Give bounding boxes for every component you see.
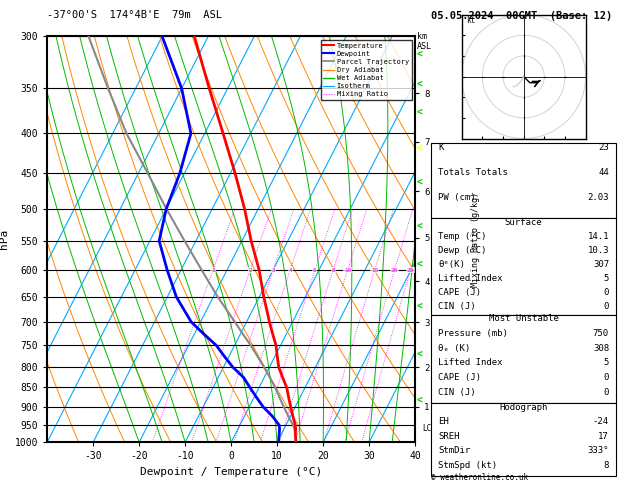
Text: 15: 15 (371, 268, 379, 273)
Text: 14.1: 14.1 (587, 232, 609, 241)
Text: 333°: 333° (587, 447, 609, 455)
Text: -24: -24 (593, 417, 609, 426)
Text: 0: 0 (604, 288, 609, 296)
Text: © weatheronline.co.uk: © weatheronline.co.uk (431, 473, 528, 482)
Text: 3: 3 (271, 268, 275, 273)
Text: <: < (416, 49, 422, 59)
Text: 0: 0 (604, 373, 609, 382)
Text: 8: 8 (331, 268, 335, 273)
Text: Temp (°C): Temp (°C) (438, 232, 487, 241)
Text: CAPE (J): CAPE (J) (438, 288, 481, 296)
Text: 750: 750 (593, 329, 609, 338)
Text: Hodograph: Hodograph (499, 402, 548, 412)
Text: Dewp (°C): Dewp (°C) (438, 246, 487, 255)
Text: 10: 10 (344, 268, 352, 273)
Text: <: < (416, 106, 422, 117)
Text: LCL: LCL (422, 424, 436, 433)
Text: 10.3: 10.3 (587, 246, 609, 255)
Text: <: < (416, 349, 422, 359)
Text: <: < (416, 78, 422, 88)
Text: <: < (416, 395, 422, 405)
Text: Lifted Index: Lifted Index (438, 274, 503, 283)
Text: 0: 0 (604, 302, 609, 311)
Text: 5: 5 (604, 358, 609, 367)
Legend: Temperature, Dewpoint, Parcel Trajectory, Dry Adiabat, Wet Adiabat, Isotherm, Mi: Temperature, Dewpoint, Parcel Trajectory… (321, 40, 411, 100)
Text: Lifted Index: Lifted Index (438, 358, 503, 367)
Text: Surface: Surface (505, 218, 542, 227)
Text: K: K (438, 143, 443, 152)
Text: StmSpd (kt): StmSpd (kt) (438, 461, 498, 470)
Text: 25: 25 (406, 268, 414, 273)
Text: 1: 1 (211, 268, 215, 273)
Text: CIN (J): CIN (J) (438, 302, 476, 311)
Text: 4: 4 (288, 268, 292, 273)
Bar (431, 403, 616, 476)
Text: 44: 44 (598, 168, 609, 177)
Text: Totals Totals: Totals Totals (438, 168, 508, 177)
Text: 0: 0 (604, 387, 609, 397)
Text: 307: 307 (593, 260, 609, 269)
Bar (431, 218, 616, 315)
Bar (431, 315, 616, 403)
Text: 2.03: 2.03 (587, 193, 609, 202)
Text: 2: 2 (248, 268, 252, 273)
Y-axis label: hPa: hPa (0, 229, 9, 249)
Text: θᵉ(K): θᵉ(K) (438, 260, 465, 269)
Text: EH: EH (438, 417, 449, 426)
Text: <: < (416, 259, 422, 268)
Text: <: < (416, 221, 422, 231)
Text: Pressure (mb): Pressure (mb) (438, 329, 508, 338)
Text: 23: 23 (598, 143, 609, 152)
Text: 05.05.2024  00GMT  (Base: 12): 05.05.2024 00GMT (Base: 12) (431, 11, 612, 21)
Text: -37°00'S  174°4B'E  79m  ASL: -37°00'S 174°4B'E 79m ASL (47, 10, 222, 20)
Text: <: < (416, 176, 422, 187)
Bar (431, 143, 616, 218)
Text: 20: 20 (391, 268, 398, 273)
Text: 308: 308 (593, 344, 609, 353)
Text: Most Unstable: Most Unstable (489, 314, 559, 323)
Text: 8: 8 (604, 461, 609, 470)
Text: km
ASL: km ASL (417, 32, 432, 51)
Text: <: < (416, 301, 422, 311)
Text: 6: 6 (313, 268, 317, 273)
Text: 17: 17 (598, 432, 609, 441)
Text: kt: kt (466, 16, 475, 25)
Text: θₑ (K): θₑ (K) (438, 344, 470, 353)
Text: CIN (J): CIN (J) (438, 387, 476, 397)
Text: SREH: SREH (438, 432, 460, 441)
Y-axis label: Mixing Ratio (g/kg): Mixing Ratio (g/kg) (471, 192, 480, 287)
Text: <: < (416, 142, 422, 152)
Text: PW (cm): PW (cm) (438, 193, 476, 202)
Text: 5: 5 (604, 274, 609, 283)
Text: CAPE (J): CAPE (J) (438, 373, 481, 382)
Text: StmDir: StmDir (438, 447, 470, 455)
X-axis label: Dewpoint / Temperature (°C): Dewpoint / Temperature (°C) (140, 467, 322, 477)
